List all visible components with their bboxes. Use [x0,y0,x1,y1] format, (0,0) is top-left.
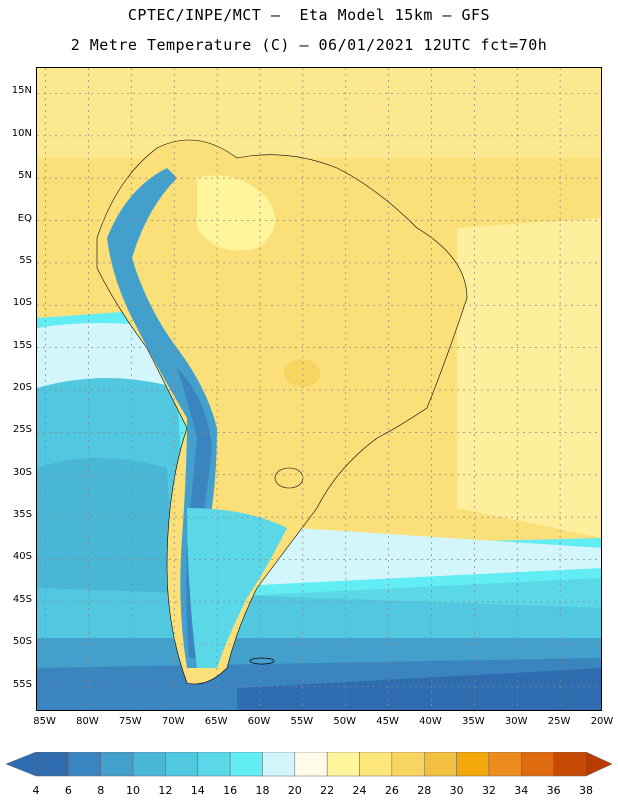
lon-tick-label: 45W [376,716,399,727]
lon-tick-label: 25W [547,716,571,727]
colorbar-swatch [456,752,490,777]
colorbar-left-arrow [6,752,37,777]
map-gridlines [37,68,601,710]
colorbar-swatch [68,752,101,777]
lat-tick-label: 45S [12,593,32,605]
lat-tick-label: 55S [12,678,32,690]
lon-tick-label: 35W [462,716,485,727]
lat-tick-label: 15N [11,85,32,97]
colorbar-swatch [100,752,134,777]
colorbar-tick-label: 14 [190,784,205,797]
temperature-map [37,68,601,710]
colorbar-tick-label: 36 [546,784,561,797]
colorbar-swatch [197,752,231,777]
lon-tick-label: 20W [590,716,614,727]
colorbar-swatch [229,752,263,777]
lat-tick-label: 40S [12,551,32,563]
colorbar-tick-label: 12 [158,784,173,797]
colorbar-swatch [262,752,296,777]
lat-tick-label: 10N [11,127,32,139]
colorbar-swatch [35,752,69,777]
lat-tick-label: 15S [12,339,32,351]
lat-tick-label: 5S [19,254,32,266]
colorbar-tick-label: 20 [287,784,302,797]
colorbar-tick-label: 24 [352,784,367,797]
colorbar-swatch [359,752,393,777]
colorbar-tick-label: 8 [97,784,105,797]
lat-tick-label: 25S [12,424,32,436]
lat-tick-label: EQ [17,212,32,224]
lon-tick-label: 75W [119,716,142,727]
colorbar-tick-label: 38 [579,784,593,797]
lat-tick-label: 10S [12,297,32,309]
colorbar-tick-label: 18 [255,784,270,797]
chart-subtitle: 2 Metre Temperature (C) – 06/01/2021 12U… [70,36,548,54]
colorbar-tick-label: 6 [64,784,72,797]
colorbar-tick-label: 22 [320,784,335,797]
lon-tick-label: 55W [290,716,314,727]
colorbar [6,752,612,777]
lon-tick-label: 60W [247,716,271,727]
colorbar-swatch [488,752,522,777]
colorbar-tick-label: 30 [449,784,464,797]
lon-tick-label: 65W [204,716,228,727]
colorbar-swatch [326,752,360,777]
lon-tick-label: 30W [504,716,528,727]
lat-tick-label: 30S [12,466,32,478]
lat-tick-label: 5N [18,170,32,182]
colorbar-tick-label: 32 [481,784,496,797]
colorbar-tick-label: 10 [126,784,141,797]
lat-tick-label: 20S [12,382,32,393]
chart-title: CPTEC/INPE/MCT – Eta Model 15km – GFS [127,6,491,24]
map-panel [36,67,602,711]
colorbar-tick-label: 4 [32,784,40,797]
colorbar-swatch [165,752,199,777]
lon-tick-label: 80W [76,716,99,727]
colorbar-tick-label: 34 [514,784,529,797]
colorbar-tick-label: 26 [384,784,399,797]
lon-tick-label: 85W [33,716,56,727]
colorbar-swatch [423,752,457,777]
colorbar-right-arrow [585,752,612,777]
lon-tick-label: 70W [161,716,185,727]
colorbar-swatch [294,752,328,777]
colorbar-tick-label: 28 [417,784,432,797]
lon-tick-label: 40W [419,716,442,727]
colorbar-swatch [521,752,554,777]
colorbar-swatch [391,752,425,777]
colorbar-swatch [553,752,587,777]
lat-tick-label: 35S [12,509,32,521]
colorbar-tick-label: 16 [223,784,238,797]
lat-tick-label: 50S [12,636,32,648]
lon-tick-label: 50W [333,716,357,727]
colorbar-swatch [132,752,166,777]
